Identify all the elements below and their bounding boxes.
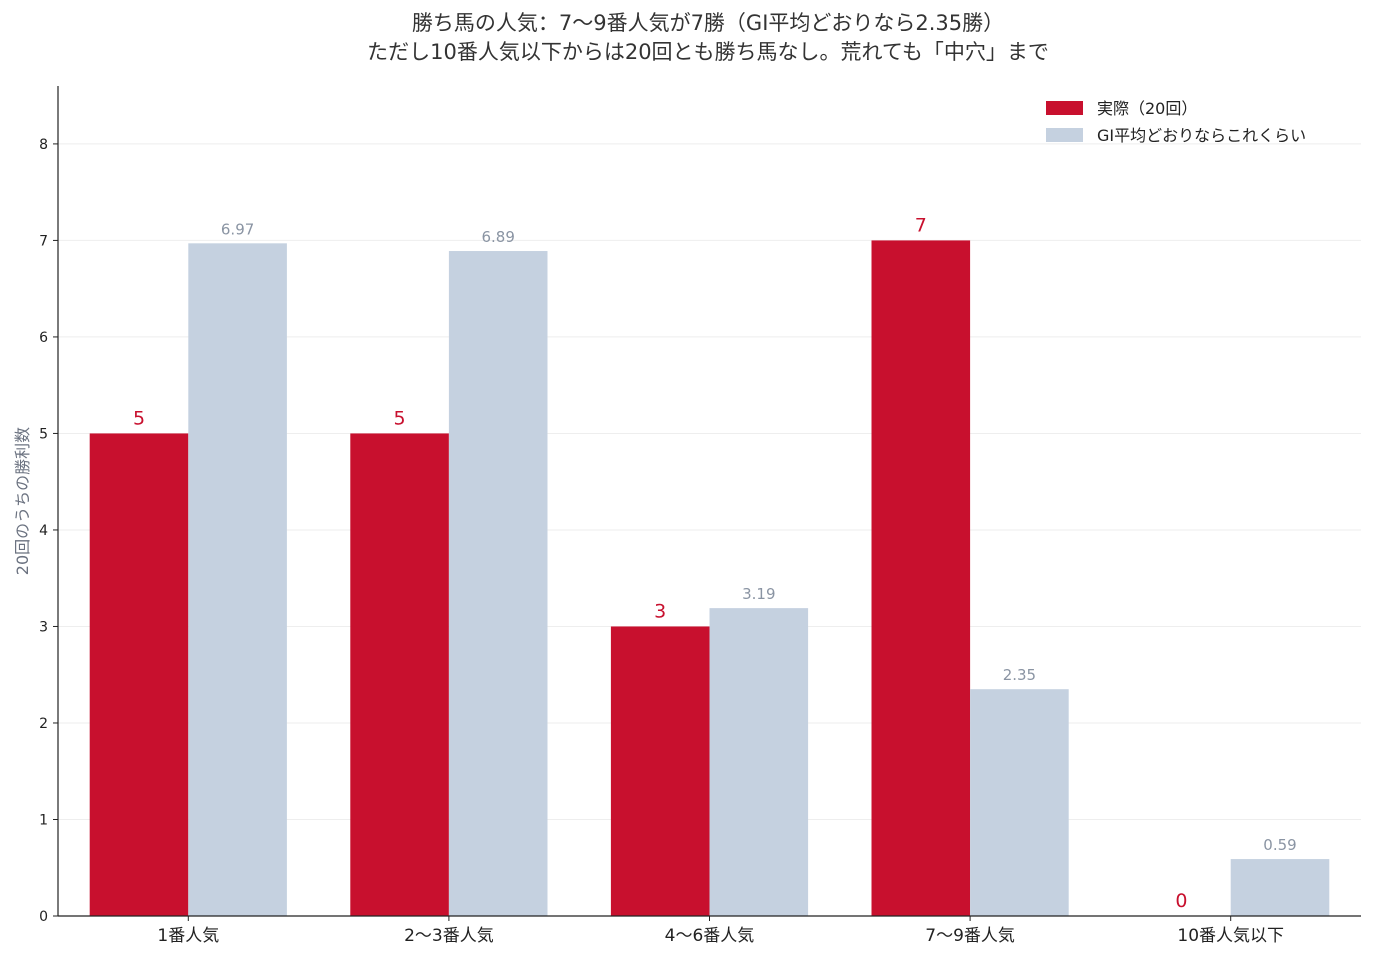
- y-tick-label: 1: [39, 812, 48, 828]
- data-label-actual: 0: [1175, 890, 1187, 912]
- chart-title-line-1: 勝ち馬の人気：7〜9番人気が7勝（GⅠ平均どおりなら2.35勝）: [412, 11, 1004, 35]
- data-label-expected: 2.35: [1003, 666, 1036, 684]
- y-tick-label: 2: [39, 716, 48, 732]
- data-label-actual: 3: [654, 600, 666, 622]
- data-label-actual: 5: [133, 407, 145, 429]
- bar-actual: [610, 626, 710, 916]
- legend-entry-label: GⅠ平均どおりならこれくらい: [1097, 126, 1306, 145]
- bar-expected: [448, 251, 548, 916]
- data-label-expected: 3.19: [742, 585, 775, 603]
- legend: 実際（20回） GⅠ平均どおりならこれくらい: [1046, 99, 1306, 145]
- bar-expected: [188, 243, 287, 916]
- bar-actual: [871, 240, 971, 917]
- chart-title: 勝ち馬の人気：7〜9番人気が7勝（GⅠ平均どおりなら2.35勝） ただし10番人…: [367, 11, 1049, 64]
- bar-actual: [350, 433, 449, 916]
- axes: 0 1 2 3 4 5 6 7 8 1番人気 2〜3番人気 4〜6番人気 7〜9番人気 10番人気以下: [39, 86, 1361, 946]
- legend-entry-label: 実際（20回）: [1097, 99, 1197, 118]
- y-tick-label: 5: [39, 426, 48, 442]
- x-tick-label: 7〜9番人気: [925, 926, 1015, 946]
- data-label-actual: 5: [394, 407, 406, 429]
- bars: [89, 240, 1330, 917]
- x-tick-label: 4〜6番人気: [665, 926, 755, 946]
- y-tick-label: 3: [39, 619, 48, 635]
- y-tick-label: 6: [39, 330, 48, 346]
- chart-title-line-2: ただし10番人気以下からは20回とも勝ち馬なし。荒れても「中穴」まで: [367, 40, 1049, 64]
- data-label-expected: 6.89: [481, 228, 514, 246]
- y-tick-label: 8: [39, 137, 48, 153]
- bar-actual: [89, 433, 189, 916]
- legend-swatch: [1046, 128, 1083, 142]
- y-tick-label: 7: [39, 233, 48, 249]
- bar-expected: [709, 608, 809, 916]
- bar-expected: [970, 689, 1069, 916]
- data-label-expected: 6.97: [221, 220, 254, 238]
- y-tick-label: 4: [39, 523, 48, 539]
- y-tick-label: 0: [39, 909, 48, 925]
- value-labels: 5 6.97 5 6.89 3 3.19 7 2.35 0 0.59: [133, 214, 1297, 912]
- data-label-actual: 7: [915, 214, 927, 236]
- x-tick-label: 10番人気以下: [1177, 926, 1284, 946]
- y-axis-label: 20回のうちの勝利数: [13, 427, 32, 575]
- legend-swatch: [1046, 101, 1083, 115]
- x-tick-label: 2〜3番人気: [404, 926, 494, 946]
- data-label-expected: 0.59: [1263, 836, 1296, 854]
- x-tick-label: 1番人気: [157, 926, 219, 946]
- bar-expected: [1230, 859, 1330, 916]
